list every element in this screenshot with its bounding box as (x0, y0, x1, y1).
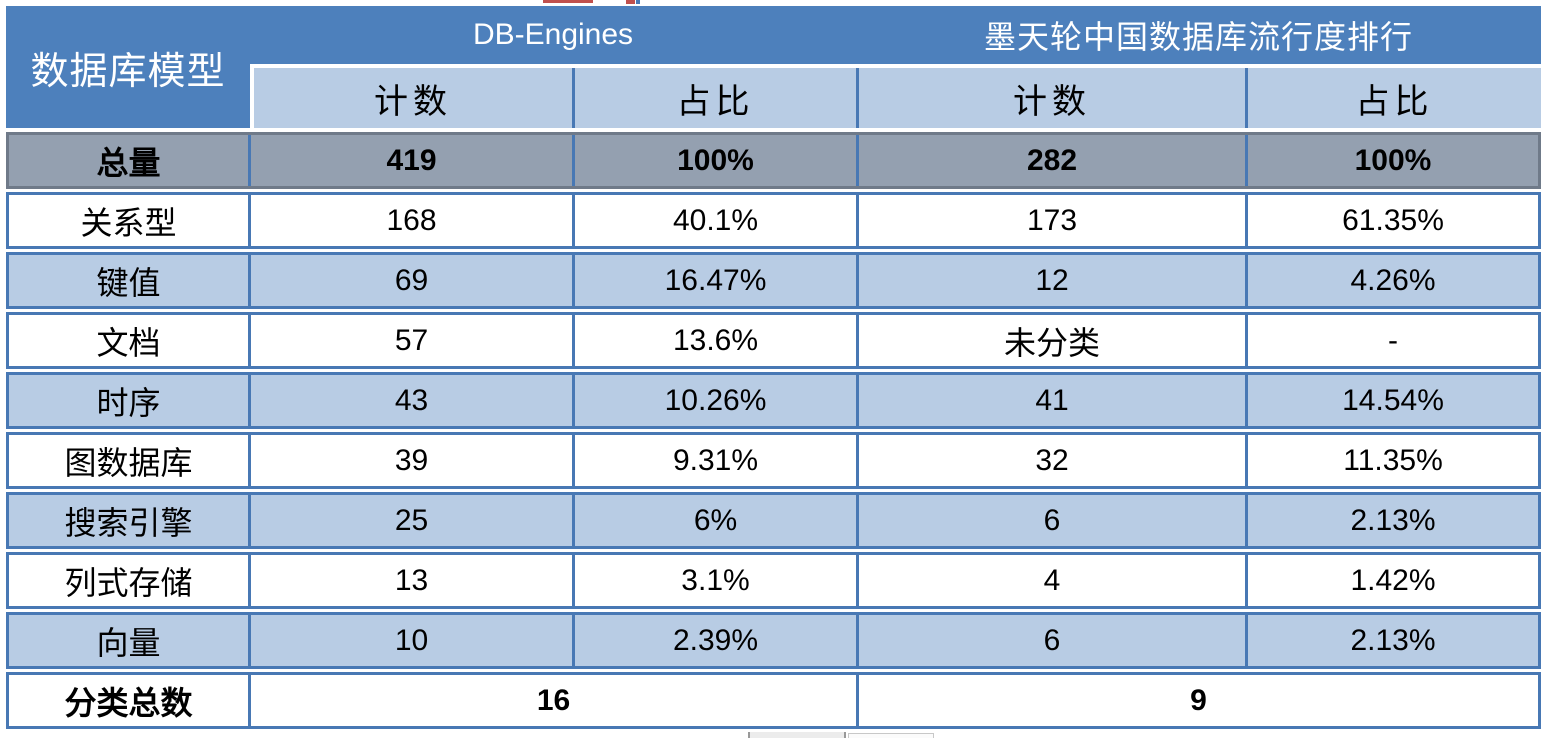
cell-value: 39 (248, 435, 572, 486)
crop-artifact-red-tick (626, 0, 635, 4)
cell-value: 10.26% (572, 375, 856, 426)
table-row: 文档 57 13.6% 未分类 - (6, 312, 1541, 369)
cell-value: 25 (248, 495, 572, 546)
table-header: 数据库模型 DB-Engines 墨天轮中国数据库流行度排行 计数 占比 计数 … (6, 6, 1541, 128)
cell-value: 40.1% (572, 195, 856, 246)
table-row-total: 总量 419 100% 282 100% (6, 132, 1541, 189)
subheader-row: 计数 占比 计数 占比 (254, 68, 1541, 128)
cell-value: 100% (1245, 135, 1538, 186)
cell-value: 6 (856, 495, 1245, 546)
cell-value: 4.26% (1245, 255, 1538, 306)
cell-value: - (1245, 315, 1538, 366)
cell-value: 3.1% (572, 555, 856, 606)
comparison-table: 数据库模型 DB-Engines 墨天轮中国数据库流行度排行 计数 占比 计数 … (6, 6, 1541, 729)
row-label: 图数据库 (64, 444, 193, 481)
row-label: 关系型 (80, 204, 177, 241)
subheader-share-db: 占比 (572, 68, 856, 128)
column-group-modb: 墨天轮中国数据库流行度排行 (983, 19, 1413, 55)
cell-value: 6% (572, 495, 856, 546)
column-group-db-engines: DB-Engines (472, 18, 634, 51)
cell-value: 9.31% (572, 435, 856, 486)
row-label: 向量 (96, 624, 161, 661)
cell-value: 57 (248, 315, 572, 366)
table-row-category-totals: 分类总数 16 9 (6, 672, 1541, 729)
crop-artifact-bottom-box (848, 733, 934, 738)
cell-value: 168 (248, 195, 572, 246)
cell-value: 13 (248, 555, 572, 606)
table-row: 关系型 168 40.1% 173 61.35% (6, 192, 1541, 249)
subheader-count-modb: 计数 (856, 68, 1245, 128)
table-row: 向量 10 2.39% 6 2.13% (6, 612, 1541, 669)
column-group-band: DB-Engines 墨天轮中国数据库流行度排行 (250, 6, 1541, 64)
cell-value: 419 (248, 135, 572, 186)
cell-value: 11.35% (1245, 435, 1538, 486)
cell-value: 13.6% (572, 315, 856, 366)
subheader-count-db: 计数 (374, 83, 452, 121)
cell-value: 14.54% (1245, 375, 1538, 426)
cell-value: 未分类 (856, 315, 1245, 366)
cell-value: 100% (572, 135, 856, 186)
table-row: 列式存储 13 3.1% 4 1.42% (6, 552, 1541, 609)
cell-value: 10 (248, 615, 572, 666)
cell-value: 41 (856, 375, 1245, 426)
cell-value: 6 (856, 615, 1245, 666)
row-label: 搜索引擎 (64, 504, 193, 541)
cell-merged-value: 9 (856, 675, 1538, 726)
row-label: 时序 (96, 384, 161, 421)
corner-header-cell: 数据库模型 (6, 6, 250, 128)
cell-value: 69 (248, 255, 572, 306)
cell-value: 173 (856, 195, 1245, 246)
cell-value: 16.47% (572, 255, 856, 306)
table-row: 键值 69 16.47% 12 4.26% (6, 252, 1541, 309)
crop-artifact-red-dash (543, 0, 593, 3)
cell-value: 1.42% (1245, 555, 1538, 606)
cell-value: 2.13% (1245, 615, 1538, 666)
cell-value: 2.39% (572, 615, 856, 666)
table-row: 时序 43 10.26% 41 14.54% (6, 372, 1541, 429)
row-label: 分类总数 (64, 684, 193, 721)
cell-value: 2.13% (1245, 495, 1538, 546)
row-label: 总量 (96, 144, 161, 181)
cell-value: 61.35% (1245, 195, 1538, 246)
row-label: 列式存储 (64, 564, 193, 601)
cell-value: 282 (856, 135, 1245, 186)
table-row: 图数据库 39 9.31% 32 11.35% (6, 432, 1541, 489)
cell-value: 43 (248, 375, 572, 426)
table-row: 搜索引擎 25 6% 6 2.13% (6, 492, 1541, 549)
subheader-share-modb: 占比 (1245, 68, 1541, 128)
crop-artifact-blue-tick (636, 0, 640, 4)
cell-value: 12 (856, 255, 1245, 306)
cell-merged-value: 16 (248, 675, 856, 726)
cell-value: 32 (856, 435, 1245, 486)
crop-artifact-bottom-bar (748, 732, 846, 738)
row-label: 文档 (96, 324, 161, 361)
cell-value: 4 (856, 555, 1245, 606)
row-label: 键值 (96, 264, 161, 301)
